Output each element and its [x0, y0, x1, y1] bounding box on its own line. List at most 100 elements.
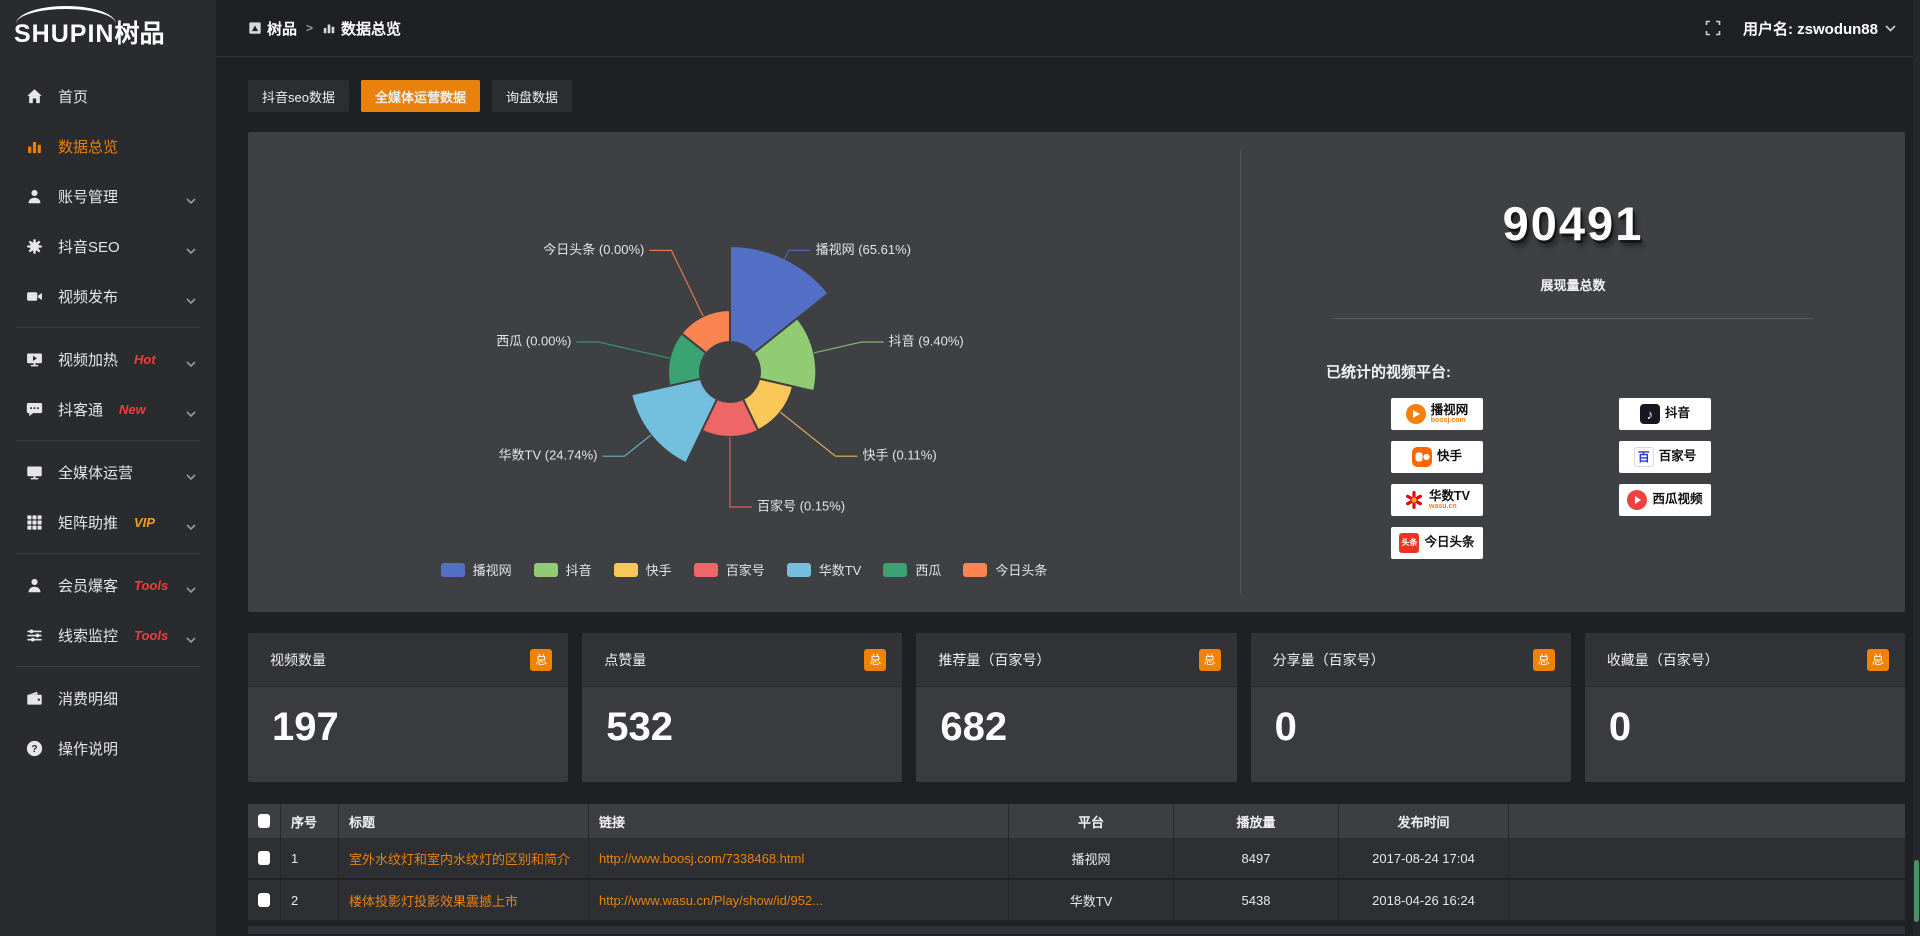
legend-item[interactable]: 播视网: [440, 560, 512, 579]
chevron-down-icon[interactable]: [186, 405, 196, 418]
sidebar-item-label: 全媒体运营: [58, 464, 134, 482]
tab-1[interactable]: 全媒体运营数据: [360, 80, 480, 112]
platform-badge-kuaishou: 快手: [1391, 441, 1483, 473]
legend-swatch: [693, 562, 718, 577]
total-badge[interactable]: 总: [1532, 648, 1555, 671]
chevron-down-icon[interactable]: [186, 631, 196, 644]
cell-time: 2017-08-24 17:04: [1339, 838, 1509, 878]
sidebar-item-help[interactable]: ? 操作说明: [0, 723, 216, 773]
sidebar-item-bar-chart[interactable]: 数据总览: [0, 121, 216, 171]
breadcrumb-home[interactable]: 树品: [248, 18, 297, 39]
breadcrumb-current[interactable]: 数据总览: [322, 18, 401, 39]
chevron-down-icon[interactable]: [186, 355, 196, 368]
sidebar-item-sliders[interactable]: 线索监控 Tools: [0, 610, 216, 660]
svg-text:?: ?: [31, 744, 37, 755]
sidebar-item-member[interactable]: 会员爆客 Tools: [0, 560, 216, 610]
legend-item[interactable]: 快手: [613, 560, 672, 579]
legend-swatch: [883, 562, 908, 577]
chevron-down-icon[interactable]: [186, 468, 196, 481]
legend-label: 西瓜: [915, 563, 942, 578]
fullscreen-icon[interactable]: [1705, 20, 1721, 36]
pie-slice-label: 西瓜 (0.00%): [496, 333, 571, 348]
legend-item[interactable]: 今日头条: [963, 560, 1047, 579]
scrollbar-thumb[interactable]: [1914, 860, 1919, 922]
video-title-link[interactable]: 室外水纹灯和室内水纹灯的区别和简介: [349, 851, 571, 867]
sidebar-nav: 首页数据总览账号管理 抖音SEO 视频发布视频加热 Hot 抖客通 New 全媒体运营矩阵助…: [0, 57, 216, 773]
chevron-down-icon[interactable]: [186, 242, 196, 255]
platform-name: 快手: [1436, 449, 1462, 464]
row-checkbox[interactable]: [258, 893, 270, 907]
video-url-link[interactable]: http://www.wasu.cn/Play/show/id/952...: [599, 892, 823, 908]
summary-divider: [1333, 318, 1813, 319]
sidebar-item-screen-play[interactable]: 视频加热 Hot: [0, 334, 216, 384]
sidebar-item-video-camera[interactable]: 视频发布: [0, 271, 216, 321]
pie-label-line: [729, 437, 752, 508]
column-header-plays: 播放量: [1174, 804, 1339, 838]
breadcrumb: 树品 > 数据总览: [248, 18, 401, 39]
chart-legend: 播视网 抖音 快手 百家号 华数TV 西瓜 今日头条: [248, 560, 1240, 579]
sidebar-item-monitor[interactable]: 全媒体运营: [0, 447, 216, 497]
stat-card-label: 分享量（百家号）: [1272, 651, 1385, 668]
home-icon: [26, 88, 43, 105]
monitor-icon: [26, 464, 43, 481]
pie-slice-6[interactable]: [680, 308, 731, 355]
row-checkbox[interactable]: [258, 851, 270, 865]
stat-card-label: 收藏量（百家号）: [1606, 651, 1719, 668]
total-impressions-value: 90491: [1502, 197, 1644, 250]
legend-label: 华数TV: [818, 563, 862, 578]
chevron-down-icon[interactable]: [186, 292, 196, 305]
sidebar-item-badge: Tools: [134, 577, 169, 593]
gear-icon: [26, 238, 43, 255]
total-badge[interactable]: 总: [1867, 648, 1890, 671]
app-icon: [248, 21, 262, 35]
sidebar-item-label: 数据总览: [58, 138, 119, 156]
chevron-down-icon[interactable]: [186, 581, 196, 594]
sidebar-item-user[interactable]: 账号管理: [0, 171, 216, 221]
cell-platform: 播视网: [1009, 838, 1174, 878]
legend-swatch: [440, 562, 465, 577]
sidebar-item-chat[interactable]: 抖客通 New: [0, 384, 216, 434]
platform-badge-toutiao: 头条 今日头条: [1391, 527, 1483, 559]
page-scrollbar[interactable]: [1913, 0, 1920, 936]
video-url-link[interactable]: http://www.boosj.com/7338468.html: [599, 850, 805, 866]
total-badge[interactable]: 总: [530, 648, 553, 671]
legend-item[interactable]: 百家号: [693, 560, 765, 579]
stat-card-header: 视频数量 总: [248, 633, 569, 687]
pie-slice-label: 今日头条 (0.00%): [543, 242, 644, 257]
select-all-checkbox[interactable]: [258, 814, 270, 828]
sidebar-item-badge: New: [119, 401, 146, 417]
total-impressions-label: 展现量总数: [1540, 278, 1606, 293]
column-header-title: 标题: [339, 804, 589, 838]
tab-2[interactable]: 询盘数据: [491, 80, 572, 112]
topbar-right: 用户名: zswodun88: [1705, 18, 1896, 39]
total-badge[interactable]: 总: [1198, 648, 1221, 671]
legend-item[interactable]: 抖音: [533, 560, 592, 579]
overview-panel: 播视网 (65.61%) 抖音 (9.40%) 快手 (0.11%) 百家号 (0.1…: [248, 132, 1905, 612]
pie-slice-1[interactable]: [752, 316, 818, 393]
user-menu[interactable]: 用户名: zswodun88: [1743, 18, 1896, 39]
legend-item[interactable]: 西瓜: [883, 560, 941, 579]
chevron-down-icon[interactable]: [186, 518, 196, 531]
sidebar-divider: [16, 553, 200, 554]
logo-text-cn: 树品: [114, 20, 165, 48]
stat-card-header: 推荐量（百家号） 总: [916, 633, 1237, 687]
stat-cards-row: 视频数量总 197 点赞量总 532 推荐量（百家号）总 682 分享量（百家号）总 0 收藏量…: [248, 633, 1906, 782]
sidebar-item-label: 消费明细: [58, 690, 119, 708]
legend-item[interactable]: 华数TV: [786, 560, 862, 579]
total-badge[interactable]: 总: [864, 648, 887, 671]
pie-slice-0[interactable]: [729, 244, 830, 355]
platform-name: 百家号: [1658, 449, 1697, 464]
table-row: 2 楼体投影灯投影效果震撼上市 http://www.wasu.cn/Play/sh…: [248, 880, 1905, 922]
sidebar-item-grid[interactable]: 矩阵助推 VIP: [0, 497, 216, 547]
chevron-down-icon[interactable]: [186, 192, 196, 205]
sidebar-item-home[interactable]: 首页: [0, 71, 216, 121]
video-title-link[interactable]: 楼体投影灯投影效果震撼上市: [349, 893, 519, 909]
pie-slice-4[interactable]: [630, 377, 719, 465]
sidebar-item-wallet[interactable]: 消费明细: [0, 673, 216, 723]
legend-label: 播视网: [472, 563, 512, 578]
tab-0[interactable]: 抖音seo数据: [248, 80, 349, 112]
sidebar-item-gear[interactable]: 抖音SEO: [0, 221, 216, 271]
rose-pie-chart[interactable]: 播视网 (65.61%) 抖音 (9.40%) 快手 (0.11%) 百家号 (0.1…: [248, 138, 1240, 558]
screen-play-icon: [26, 351, 43, 368]
topbar: 树品 > 数据总览 用户名: zswodun88: [216, 0, 1920, 57]
